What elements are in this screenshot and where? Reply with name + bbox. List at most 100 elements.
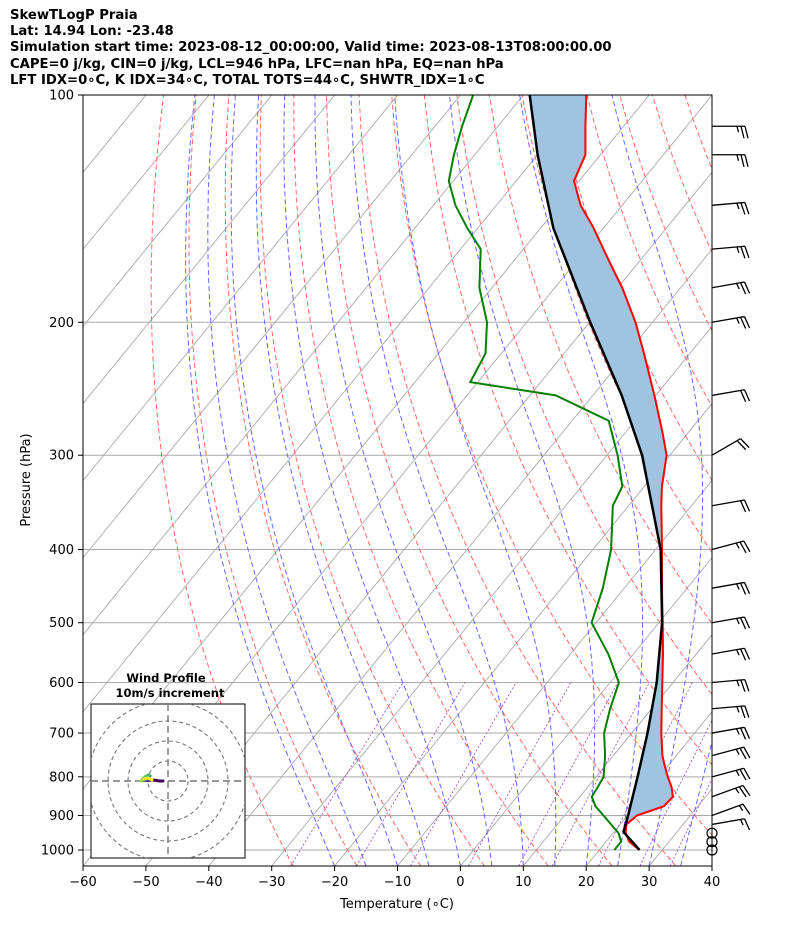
isotherm-line bbox=[83, 95, 210, 251]
y-tick-label: 100 bbox=[49, 89, 74, 104]
wind-barb bbox=[711, 784, 751, 798]
x-axis-label: Temperature (∘C) bbox=[339, 897, 454, 912]
barb-flag bbox=[740, 202, 746, 215]
barb-flag bbox=[743, 767, 751, 780]
barb-staff bbox=[711, 803, 744, 817]
barb-half-flag bbox=[736, 728, 740, 735]
dry-adiabat bbox=[651, 95, 712, 254]
barb-staff bbox=[711, 245, 745, 250]
barb-flag bbox=[743, 818, 751, 831]
dry-adiabat bbox=[718, 95, 794, 866]
barb-half-flag bbox=[735, 770, 740, 777]
dry-adiabat bbox=[326, 95, 613, 866]
wind-barb bbox=[712, 125, 749, 139]
barb-flag bbox=[740, 706, 746, 719]
barb-staff bbox=[711, 784, 744, 798]
barb-half-flag bbox=[734, 787, 740, 794]
moist-adiabat bbox=[711, 864, 712, 866]
barb-flag bbox=[743, 727, 751, 739]
barb-flag bbox=[739, 316, 747, 329]
y-tick-label: 800 bbox=[49, 770, 74, 785]
barb-flag bbox=[743, 616, 751, 629]
x-tick-label: −10 bbox=[384, 875, 411, 890]
wind-barb bbox=[706, 836, 718, 848]
barb-flag bbox=[743, 499, 751, 512]
background-lines bbox=[83, 95, 794, 866]
barb-flag bbox=[739, 769, 747, 781]
barb-staff bbox=[711, 726, 745, 734]
barb-staff bbox=[711, 705, 745, 710]
y-tick-label: 300 bbox=[49, 449, 74, 464]
barb-flag bbox=[743, 389, 751, 402]
cape-line: CAPE=0 j/kg, CIN=0 j/kg, LCL=946 hPa, LF… bbox=[10, 56, 504, 72]
barb-half-flag bbox=[738, 805, 744, 812]
wind-barb bbox=[711, 616, 751, 630]
barb-staff bbox=[711, 616, 745, 624]
mixing-ratio-line bbox=[355, 682, 466, 866]
barb-half-flag bbox=[735, 542, 740, 549]
barb-staff bbox=[711, 647, 745, 655]
moist-adiabat bbox=[255, 95, 430, 866]
barb-staff bbox=[711, 767, 745, 778]
barb-half-flag bbox=[736, 680, 740, 687]
y-tick-label: 600 bbox=[49, 676, 74, 691]
barb-flag bbox=[739, 648, 747, 661]
location-line: Lat: 14.94 Lon: -23.48 bbox=[10, 24, 174, 40]
barb-flag bbox=[738, 786, 747, 798]
y-tick-label: 500 bbox=[49, 616, 74, 631]
isotherm-line bbox=[271, 325, 712, 866]
dry-adiabat bbox=[488, 95, 712, 625]
dry-adiabat bbox=[224, 95, 422, 866]
wind-barb bbox=[711, 245, 750, 259]
barb-flag bbox=[744, 705, 750, 718]
wind-barb bbox=[711, 746, 751, 760]
moist-adiabat bbox=[611, 95, 704, 866]
barb-flag bbox=[743, 316, 751, 329]
barb-flag bbox=[742, 785, 751, 797]
barb-flag bbox=[744, 246, 750, 259]
wind-barb bbox=[711, 647, 751, 661]
barb-half-flag bbox=[736, 126, 740, 133]
barb-half-flag bbox=[736, 283, 740, 290]
x-tick-label: −30 bbox=[258, 875, 285, 890]
mixing-ratio-line bbox=[410, 682, 517, 866]
y-tick-label: 1000 bbox=[41, 844, 74, 859]
x-tick-label: −50 bbox=[132, 875, 159, 890]
calm-circle bbox=[706, 844, 718, 856]
moist-adiabat bbox=[230, 95, 398, 866]
isotherm-line bbox=[397, 479, 712, 866]
cape-cin-shade bbox=[529, 95, 673, 850]
axes: −60 −50 −40 −30 −20 −10 0 10 20 30 40 100 200 300 400 5… bbox=[41, 89, 720, 891]
hodograph-plot bbox=[91, 704, 245, 858]
moist-adiabat bbox=[350, 95, 524, 866]
barb-half-flag bbox=[736, 649, 740, 656]
x-tick-label: −20 bbox=[321, 875, 348, 890]
chart-header: SkewTLogP Praia Lat: 14.94 Lon: -23.48 S… bbox=[10, 8, 612, 89]
moist-adiabat bbox=[314, 95, 493, 866]
barb-staff bbox=[711, 581, 745, 589]
x-tick-label: −40 bbox=[195, 875, 222, 890]
calm-circle bbox=[706, 836, 718, 848]
y-tick-label: 700 bbox=[49, 727, 74, 742]
isotherm-line bbox=[460, 556, 712, 866]
wind-barb bbox=[711, 389, 751, 402]
barb-flag bbox=[743, 746, 751, 759]
barb-staff bbox=[711, 540, 745, 551]
moist-adiabat bbox=[185, 95, 336, 866]
y-axis-label: Pressure (hPa) bbox=[19, 433, 34, 526]
isotherm-line bbox=[585, 711, 712, 866]
moist-adiabat bbox=[207, 95, 367, 866]
isotherm-line bbox=[83, 95, 336, 405]
barb-flag bbox=[740, 154, 745, 167]
barb-flag bbox=[743, 281, 751, 294]
wind-barb bbox=[711, 818, 751, 831]
barb-flag bbox=[740, 679, 746, 692]
hodograph-segment bbox=[146, 776, 154, 782]
moist-adiabat bbox=[519, 95, 643, 866]
barb-staff bbox=[711, 438, 741, 456]
isotherm-line bbox=[648, 788, 712, 866]
wind-barb bbox=[711, 705, 750, 719]
wind-barb bbox=[711, 726, 751, 740]
barb-flag bbox=[740, 126, 745, 139]
barb-flag bbox=[736, 440, 747, 451]
